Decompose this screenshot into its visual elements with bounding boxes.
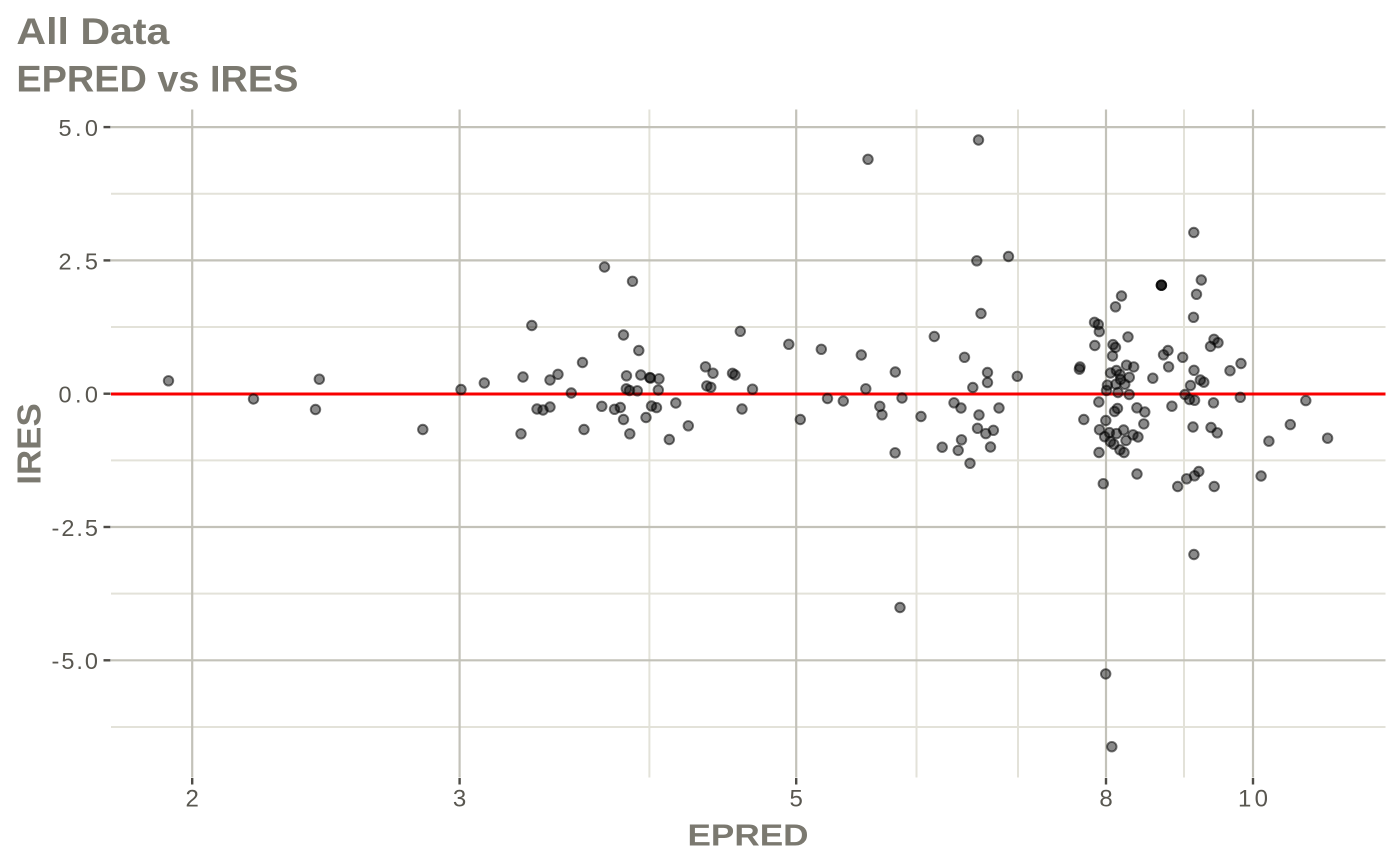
svg-text:8: 8 bbox=[1099, 786, 1112, 813]
svg-text:2.5: 2.5 bbox=[59, 248, 99, 274]
svg-text:5: 5 bbox=[790, 786, 803, 813]
svg-text:IRES: IRES bbox=[11, 403, 48, 485]
svg-text:2: 2 bbox=[186, 786, 199, 813]
svg-text:EPRED vs IRES: EPRED vs IRES bbox=[16, 59, 298, 100]
svg-text:All Data: All Data bbox=[16, 11, 169, 52]
svg-text:5.0: 5.0 bbox=[59, 115, 99, 141]
svg-text:3: 3 bbox=[453, 786, 466, 813]
svg-text:EPRED: EPRED bbox=[688, 818, 809, 853]
svg-text:0.0: 0.0 bbox=[59, 382, 99, 408]
